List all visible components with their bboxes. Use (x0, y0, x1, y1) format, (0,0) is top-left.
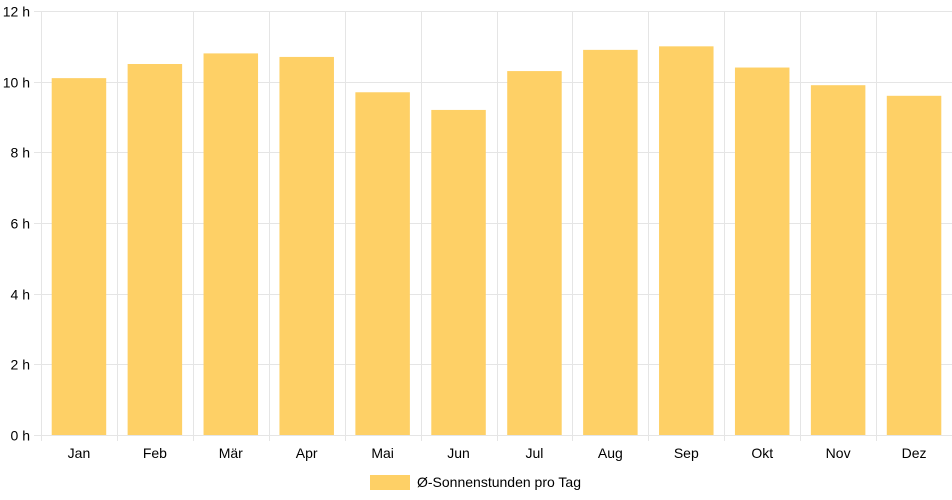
bar-mai[interactable] (355, 92, 410, 436)
bar-dez[interactable] (886, 95, 942, 436)
bar-jan[interactable] (51, 78, 107, 435)
y-tick-label: 2 h (11, 357, 30, 373)
bar-mär[interactable] (203, 53, 259, 436)
x-axis: Jan Feb Mär Apr Mai Jun Jul Aug Sep Okt Nov Dez (68, 445, 927, 461)
bar-sep[interactable] (659, 46, 714, 435)
x-tick-label: Jun (447, 445, 470, 461)
x-tick-label: Jul (526, 445, 544, 461)
y-tick-label: 0 h (11, 428, 30, 444)
x-tick-label: Okt (751, 445, 773, 461)
x-tick-label: Aug (598, 445, 623, 461)
bar-jun[interactable] (431, 109, 486, 435)
legend[interactable]: Ø-Sonnenstunden pro Tag (370, 474, 581, 490)
x-tick-label: Mär (219, 445, 243, 461)
x-tick-label: Dez (902, 445, 927, 461)
x-tick-label: Feb (143, 445, 167, 461)
bar-nov[interactable] (810, 85, 866, 435)
y-tick-label: 6 h (11, 216, 30, 232)
bars (51, 46, 942, 436)
bar-aug[interactable] (583, 49, 638, 435)
bar-jul[interactable] (507, 71, 562, 436)
y-tick-label: 10 h (3, 75, 30, 91)
x-tick-label: Jan (68, 445, 91, 461)
y-axis: 0 h 2 h 4 h 6 h 8 h 10 h 12 h (3, 4, 30, 444)
x-tick-label: Nov (826, 445, 851, 461)
y-tick-label: 4 h (11, 287, 30, 303)
bar-feb[interactable] (127, 64, 183, 435)
y-tick-label: 8 h (11, 145, 30, 161)
x-tick-label: Apr (296, 445, 318, 461)
bar-apr[interactable] (279, 56, 334, 435)
y-tick-label: 12 h (3, 4, 30, 20)
x-tick-label: Mai (371, 445, 394, 461)
legend-label[interactable]: Ø-Sonnenstunden pro Tag (417, 474, 581, 490)
grid-lines (34, 11, 952, 441)
legend-swatch[interactable] (370, 475, 410, 490)
x-tick-label: Sep (674, 445, 699, 461)
bar-okt[interactable] (734, 67, 790, 436)
